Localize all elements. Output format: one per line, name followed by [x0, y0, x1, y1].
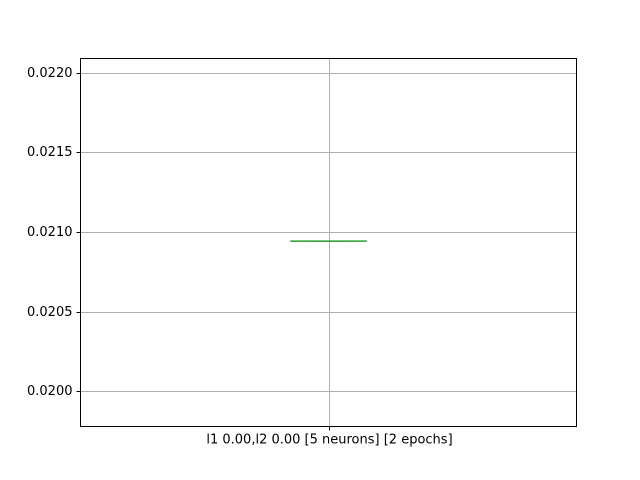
y-tick-label: 0.0220 — [27, 66, 73, 81]
y-tick-label: 0.0200 — [27, 384, 73, 399]
axes-frame — [80, 58, 577, 427]
y-tick-label: 0.0205 — [27, 305, 73, 320]
plot-area: 0.0200 0.0205 0.0210 0.0215 0.0220 l1 0.00,l2… — [27, 58, 577, 448]
x-tick-label: l1 0.00,l2 0.00 [5 neurons] [2 epochs] — [206, 433, 452, 448]
y-tick-label: 0.0210 — [27, 225, 73, 240]
y-tick-label: 0.0215 — [27, 145, 73, 160]
